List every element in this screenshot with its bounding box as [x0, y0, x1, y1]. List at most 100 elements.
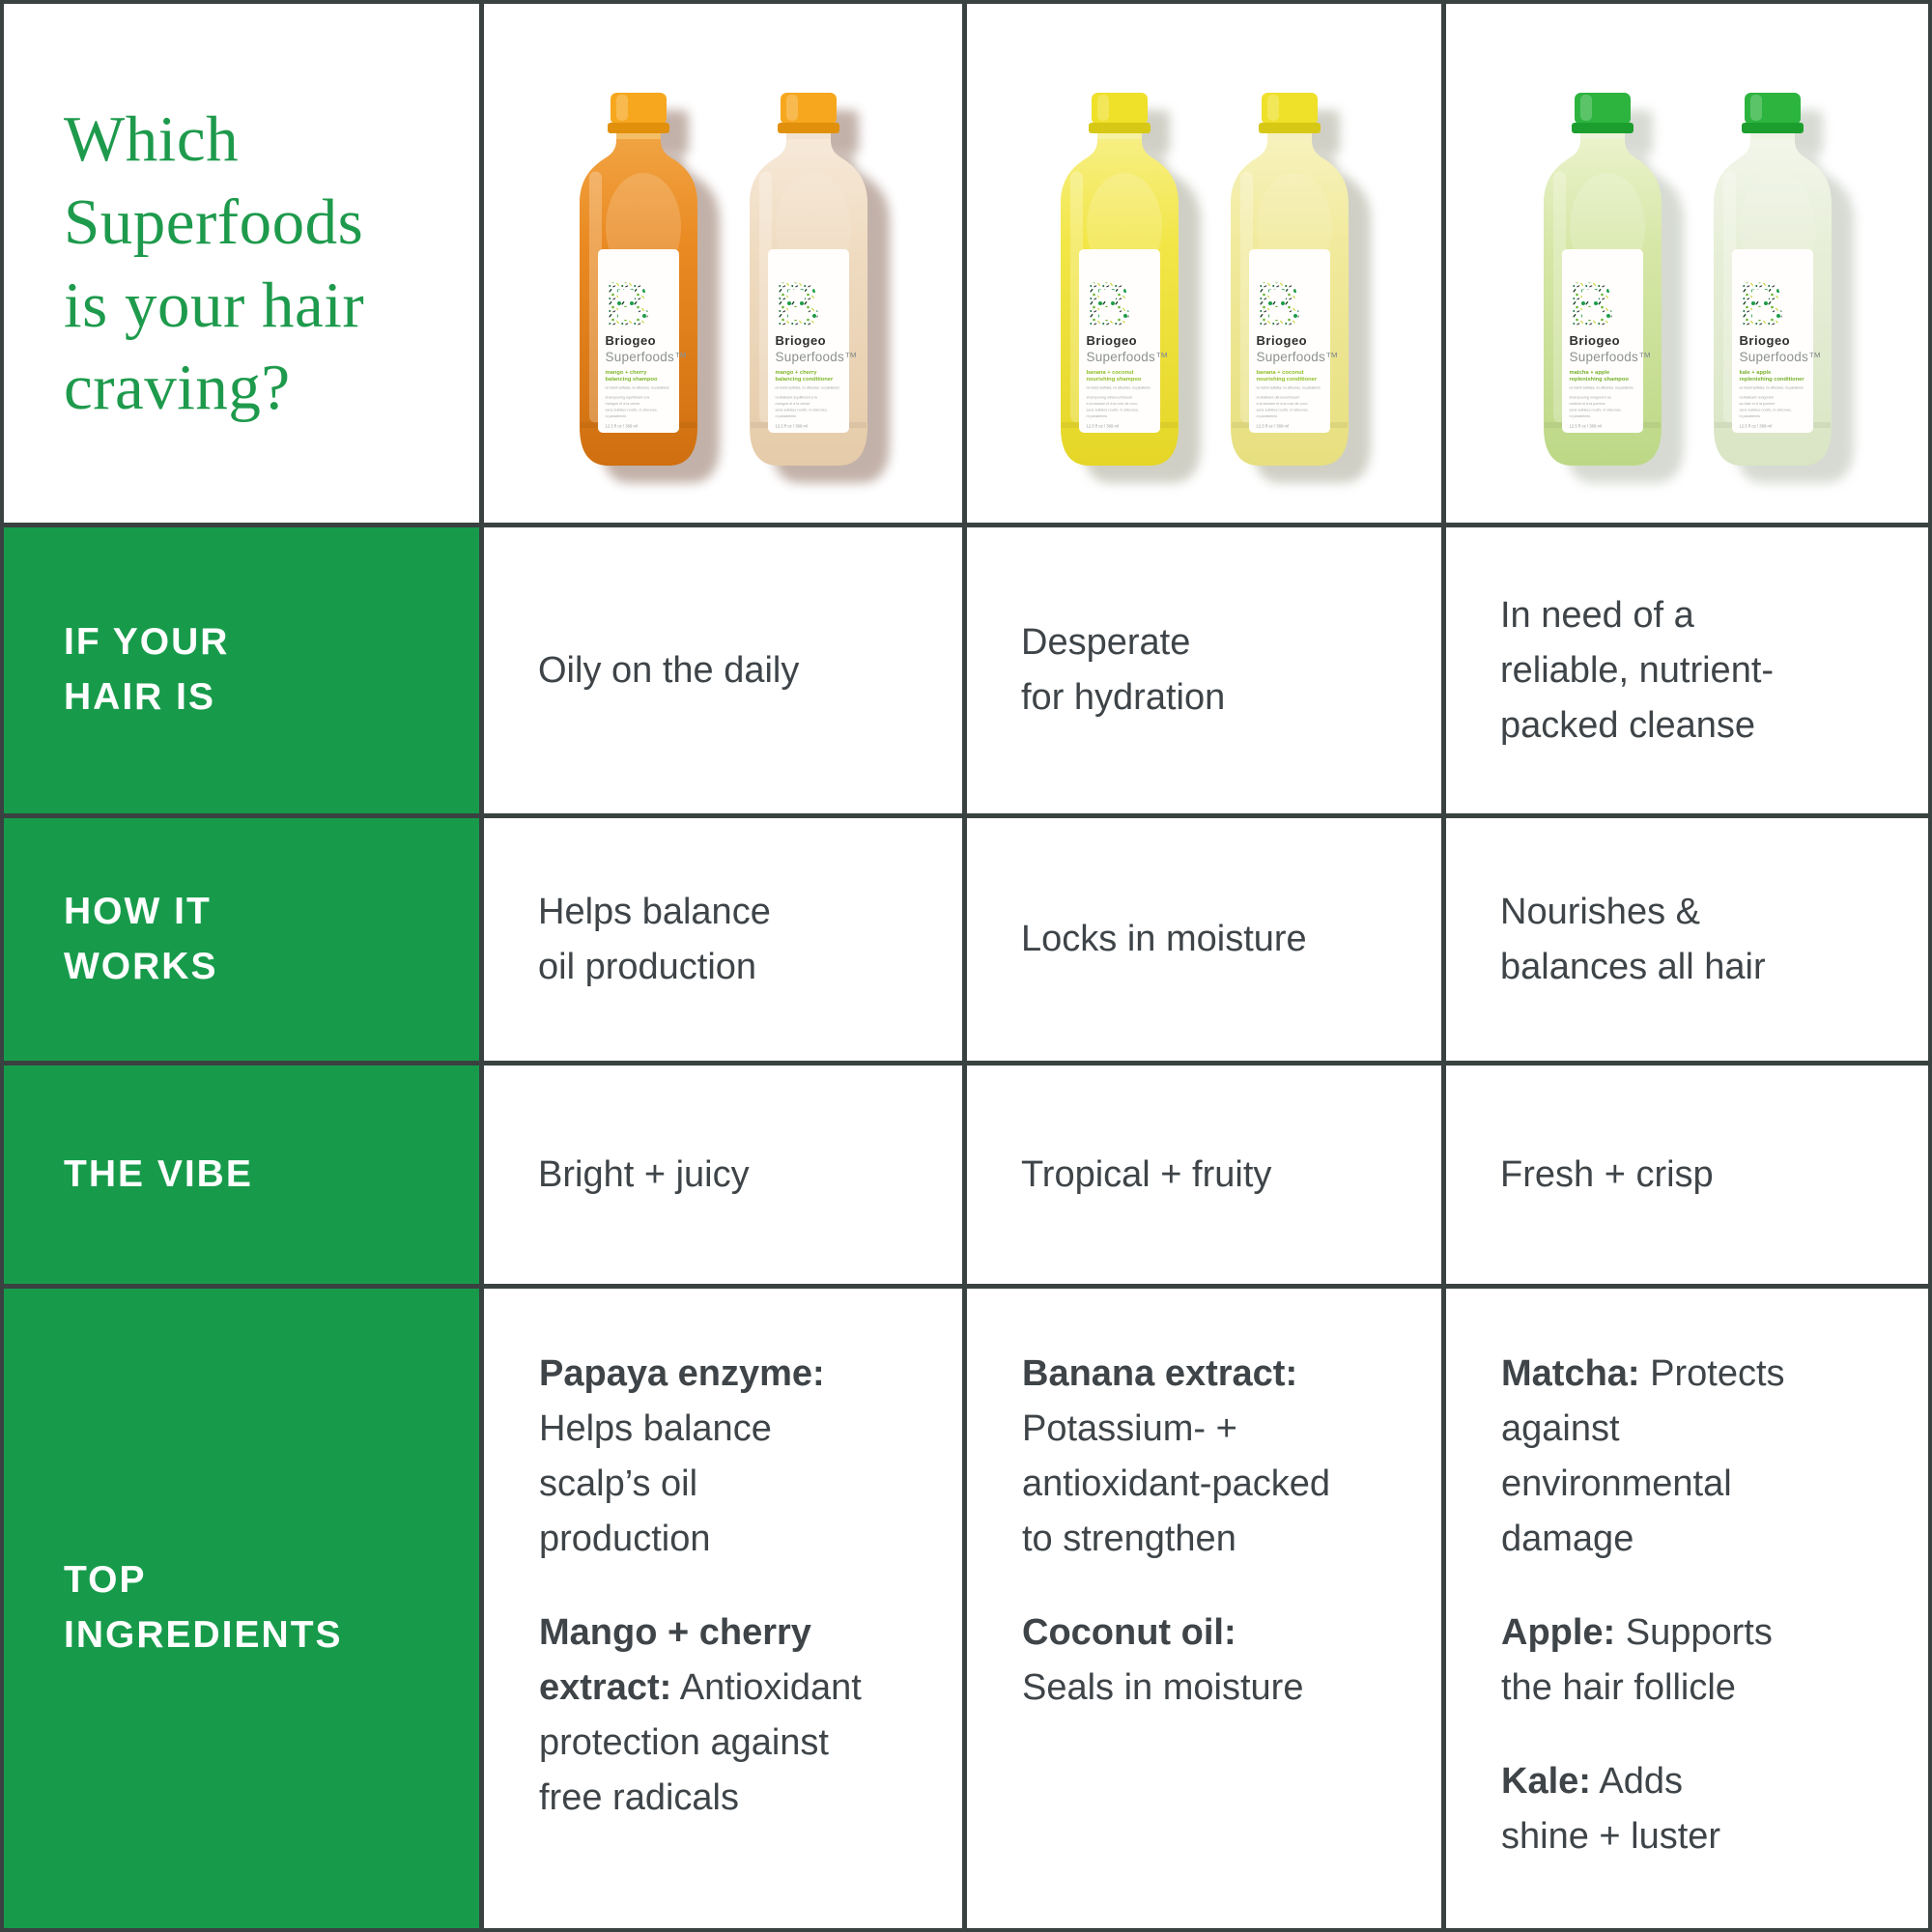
text-line: Locks in moisture [1021, 919, 1307, 959]
text-line: THE VIBE [64, 1152, 253, 1195]
label-detail-line: shampooing ultranourrissant [1086, 396, 1132, 400]
label-logo-b: B [1086, 269, 1132, 340]
cap-highlight [1096, 95, 1109, 121]
label-detail-line: ni parabènes [1739, 414, 1760, 418]
label-brand: Briogeo [1739, 333, 1790, 348]
text-line: Potassium- + [1022, 1408, 1237, 1449]
text-line: production [539, 1519, 711, 1559]
label-brand: Briogeo [1256, 333, 1307, 348]
label-detail-line: au kale et à la pomme [1739, 402, 1775, 406]
label-detail-line: à la banane et à la noix de coco [1086, 402, 1137, 406]
label-product-name: nourishing conditioner [1256, 377, 1317, 383]
text-line: to strengthen [1022, 1519, 1236, 1559]
ingredient-paragraph: Banana extract: Potassium- + antioxidant-p… [1022, 1347, 1401, 1567]
label-product-name: mango + cherry [605, 370, 647, 376]
text-line: WORKS [64, 945, 218, 987]
cell-hair-is-banana-coconut: Desperate for hydration [967, 527, 1441, 813]
bottle-label: B Briogeo Superfoods™ mango + cherry bal… [767, 249, 857, 433]
label-brand: Briogeo [775, 333, 826, 348]
label-size: 12.5 fl oz / 369 ml [605, 424, 638, 429]
label-detail-line: à la banane et à la noix de coco [1256, 402, 1307, 406]
label-detail-line: shampooing équilibrant à la [605, 396, 650, 400]
label-claims: no harsh sulfates, no silicones, no para… [605, 386, 668, 390]
ingredient-paragraph: Coconut oil: Seals in moisture [1022, 1605, 1401, 1716]
cell-vibe-mango-cherry: Bright + juicy [484, 1065, 962, 1284]
label-brand: Briogeo [1086, 333, 1137, 348]
label-detail-line: matcha et à la pomme [1569, 402, 1605, 406]
label-detail-line: mangue et à la cerise [775, 402, 810, 406]
cap-highlight [1749, 95, 1762, 121]
row-header-top-ingredients: TOP INGREDIENTS [4, 1289, 479, 1928]
text-line: protection against [539, 1722, 829, 1763]
cell-vibe-banana-coconut: Tropical + fruity [967, 1065, 1441, 1284]
bottle-banana-coconut-conditioner: B Briogeo Superfoods™ banana + coconut n… [1230, 93, 1371, 483]
label-line: Superfoods™ [775, 350, 857, 364]
bottle-label: B Briogeo Superfoods™ banana + coconut n… [1078, 249, 1168, 433]
bottle-matcha-apple-shampoo: B Briogeo Superfoods™ matcha + apple rep… [1543, 93, 1684, 483]
text-line: Kale: Adds [1501, 1761, 1683, 1802]
label-detail-line: ni parabènes [1256, 414, 1277, 418]
cell-vibe-matcha-kale: Fresh + crisp [1446, 1065, 1928, 1284]
text-line: reliable, nutrient- [1500, 649, 1775, 691]
label-size: 12.5 fl oz / 369 ml [1739, 424, 1772, 429]
text-line: Mango + cherry [539, 1612, 811, 1653]
label-detail-line: shampooing revigorant au [1569, 396, 1610, 400]
text-line: damage [1501, 1519, 1634, 1559]
label-detail-line: sans sulfates nocifs, ni silicones, [1569, 409, 1621, 412]
label-detail-line: sans sulfates nocifs, ni silicones, [1256, 409, 1308, 412]
text-line: Superfoods [64, 185, 364, 258]
label-detail-line: ni parabènes [1569, 414, 1590, 418]
label-product-name: replenishing shampoo [1569, 377, 1629, 383]
text-line: Bright + juicy [538, 1153, 750, 1195]
row-header-if-your-hair-is: IF YOUR HAIR IS [4, 527, 479, 813]
text-line: Seals in moisture [1022, 1667, 1304, 1708]
text-line: Helps balance [538, 891, 771, 932]
label-product-name: replenishing conditioner [1739, 377, 1804, 383]
label-logo-b: B [605, 269, 651, 340]
bottle-mango-cherry-conditioner: B Briogeo Superfoods™ mango + cherry bal… [749, 93, 890, 483]
bottle-label: B Briogeo Superfoods™ banana + coconut n… [1248, 249, 1338, 433]
text-line: Oily on the daily [538, 649, 800, 691]
label-detail-line: revitalisant revigorant [1739, 396, 1775, 400]
label-size: 12.5 fl oz / 369 ml [1086, 424, 1119, 429]
label-size: 12.5 fl oz / 369 ml [775, 424, 808, 429]
label-claims: no harsh sulfates, no silicones, no para… [1739, 386, 1803, 390]
text-line: the hair follicle [1501, 1667, 1736, 1708]
text-line: Papaya enzyme: [539, 1353, 825, 1394]
text-line: environmental [1501, 1463, 1732, 1504]
text-line: antioxidant-packed [1022, 1463, 1330, 1504]
text-line: Apple: Supports [1501, 1612, 1773, 1653]
label-product-name: kale + apple [1739, 370, 1771, 376]
label-detail-line: revitalisant ultranourrissant [1256, 396, 1300, 400]
label-size: 12.5 fl oz / 369 ml [1569, 424, 1602, 429]
label-detail-line: mangue et à la cerise [605, 402, 639, 406]
label-claims: no harsh sulfates, no silicones, no para… [1569, 386, 1633, 390]
row-header-how-it-works: HOW IT WORKS [4, 818, 479, 1061]
cap-highlight [785, 95, 798, 121]
bottle-mango-cherry-shampoo: B Briogeo Superfoods™ mango + cherry bal… [579, 93, 720, 483]
text-line: shine + luster [1501, 1816, 1721, 1857]
label-detail-line: sans sulfates nocifs, ni silicones, [1739, 409, 1791, 412]
label-brand: Briogeo [1569, 333, 1620, 348]
bottle-label: B Briogeo Superfoods™ matcha + apple rep… [1561, 249, 1651, 433]
text-line: Tropical + fruity [1021, 1153, 1272, 1195]
page-title: Which Superfoods is your hair craving? [64, 99, 460, 430]
ingredient-paragraph: Papaya enzyme: Helps balance scalp’s oil pr… [539, 1347, 922, 1567]
label-detail-line: sans sulfates nocifs, ni silicones, [605, 409, 657, 412]
text-line: extract: Antioxidant [539, 1667, 862, 1708]
bottle-cap-lip [1571, 123, 1634, 133]
bottle-cap-lip [777, 123, 839, 133]
text-line: Banana extract: [1022, 1353, 1298, 1394]
row-header-the-vibe: THE VIBE [4, 1065, 479, 1284]
label-logo-b: B [1569, 269, 1615, 340]
bottle-cap [1091, 93, 1148, 125]
label-line: Superfoods™ [1086, 350, 1168, 364]
bottle-cap-lip [1258, 123, 1321, 133]
text-line: Coconut oil: [1022, 1612, 1236, 1653]
bottle-cap [780, 93, 837, 125]
cell-how-it-works-matcha-kale: Nourishes & balances all hair [1446, 818, 1928, 1061]
text-line: Fresh + crisp [1500, 1153, 1714, 1195]
label-line: Superfoods™ [605, 350, 687, 364]
